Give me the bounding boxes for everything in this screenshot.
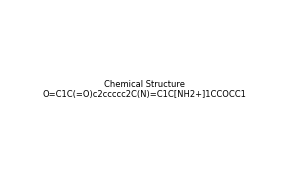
Text: Chemical Structure
O=C1C(=O)c2ccccc2C(N)=C1C[NH2+]1CCOCC1: Chemical Structure O=C1C(=O)c2ccccc2C(N)… [42, 80, 246, 99]
